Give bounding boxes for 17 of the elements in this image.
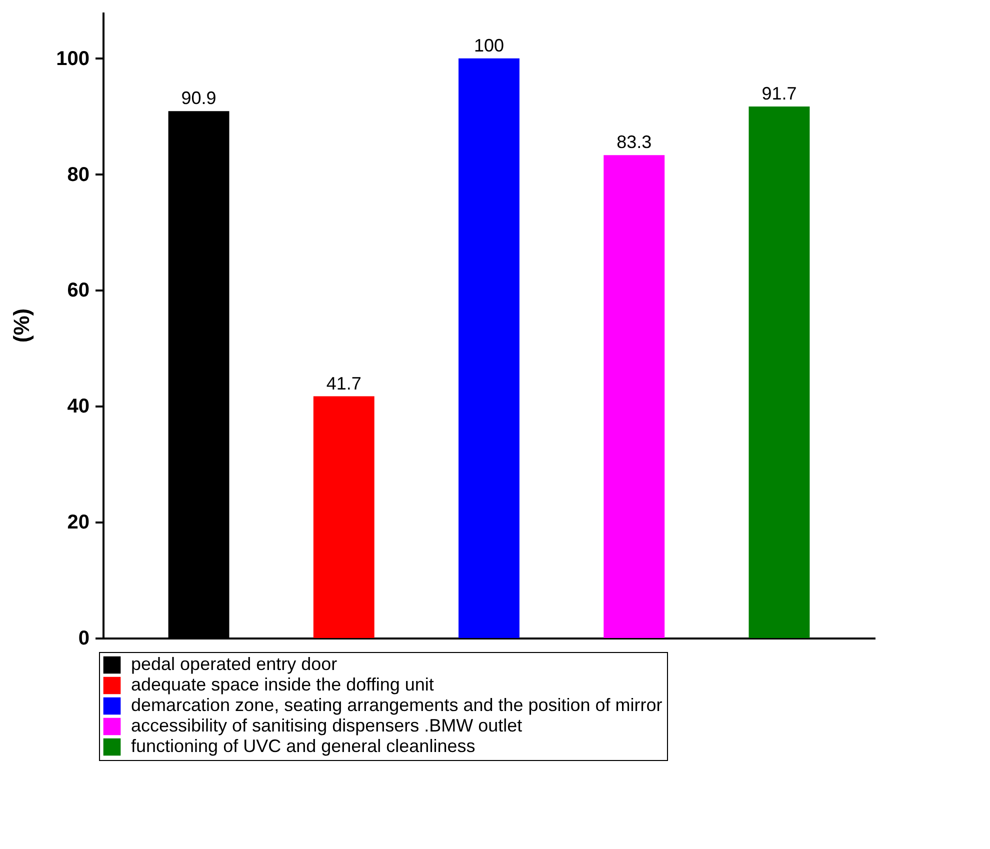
data-label: 90.9 [181,88,216,108]
legend-label: functioning of UVC and general cleanliness [131,736,476,756]
y-tick-label: 80 [67,164,90,186]
legend-label: adequate space inside the doffing unit [131,674,434,694]
data-label: 100 [474,35,504,56]
data-label: 91.7 [762,83,797,104]
y-tick-label: 0 [78,628,90,650]
legend-label: demarcation zone, seating arrangements and the position of mirror [131,695,662,715]
data-label: 83.3 [616,132,652,152]
y-tick-label: 20 [67,512,90,534]
legend-label: pedal operated entry door [131,654,338,674]
y-tick-label: 100 [56,48,90,70]
y-tick-label: 40 [67,396,90,418]
data-label: 41.7 [326,373,362,394]
y-axis-title: (%) [9,308,34,343]
legend-label: accessibility of sanitising dispensers .BMW outlet [131,716,522,736]
y-tick-label: 60 [67,280,90,302]
